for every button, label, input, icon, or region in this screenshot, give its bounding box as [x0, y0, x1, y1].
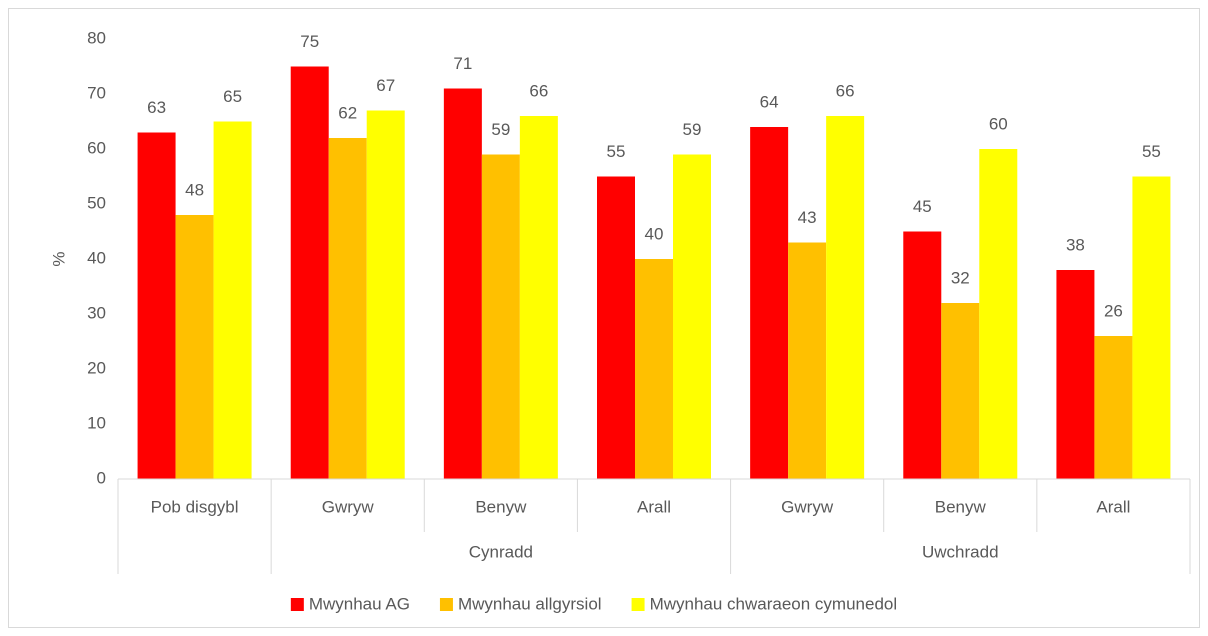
bar — [750, 127, 789, 479]
bar — [213, 121, 252, 479]
group-label: Uwchradd — [922, 542, 999, 561]
x-tick-label: Gwryw — [781, 497, 834, 516]
value-label: 43 — [798, 208, 817, 227]
y-tick-label: 10 — [87, 413, 106, 432]
bar — [1132, 176, 1171, 479]
value-label: 55 — [1142, 142, 1161, 161]
bar — [1056, 270, 1095, 479]
value-label: 67 — [376, 76, 395, 95]
y-axis-label: % — [49, 251, 68, 266]
value-label: 32 — [951, 268, 970, 287]
bar — [175, 215, 214, 479]
value-label: 65 — [223, 87, 242, 106]
value-label: 63 — [147, 98, 166, 117]
y-tick-label: 40 — [87, 248, 106, 267]
value-label: 59 — [491, 120, 510, 139]
bar — [481, 154, 520, 479]
bar — [979, 149, 1018, 479]
bar — [673, 154, 711, 479]
y-tick-label: 50 — [87, 193, 106, 212]
bar — [137, 132, 176, 479]
x-tick-label: Gwryw — [322, 497, 375, 516]
y-tick-label: 60 — [87, 138, 106, 157]
bar — [597, 176, 635, 479]
bar — [328, 138, 367, 479]
legend-swatch — [439, 598, 453, 611]
legend-label: Mwynhau AG — [309, 594, 410, 613]
x-tick-label: Benyw — [935, 497, 987, 516]
legend-swatch — [290, 598, 304, 611]
value-label: 40 — [645, 224, 664, 243]
bar — [941, 303, 980, 479]
bar — [826, 116, 865, 479]
x-tick-label: Benyw — [475, 497, 527, 516]
x-tick-label: Arall — [1096, 497, 1130, 516]
bar — [903, 231, 942, 479]
group-label: Cynradd — [469, 542, 533, 561]
value-label: 48 — [185, 180, 204, 199]
legend-label: Mwynhau allgyrsiol — [458, 594, 602, 613]
bar — [443, 88, 482, 479]
bar — [1094, 336, 1133, 479]
y-tick-label: 70 — [87, 83, 106, 102]
bar — [519, 116, 558, 479]
value-label: 59 — [683, 120, 702, 139]
value-label: 38 — [1066, 235, 1085, 254]
y-tick-label: 30 — [87, 303, 106, 322]
legend-label: Mwynhau chwaraeon cymunedol — [650, 594, 898, 613]
value-label: 60 — [989, 114, 1008, 133]
value-label: 62 — [338, 103, 357, 122]
value-label: 55 — [607, 142, 626, 161]
x-tick-label: Arall — [637, 497, 671, 516]
value-label: 64 — [760, 92, 779, 111]
value-label: 26 — [1104, 301, 1123, 320]
bar — [366, 110, 405, 479]
value-label: 45 — [913, 197, 932, 216]
value-label: 66 — [836, 81, 855, 100]
value-label: 71 — [453, 54, 472, 73]
y-tick-label: 0 — [97, 468, 106, 487]
x-tick-label: Pob disgybl — [151, 497, 239, 516]
legend-swatch — [631, 598, 645, 611]
value-label: 75 — [300, 32, 319, 51]
bar — [290, 66, 329, 479]
value-label: 66 — [529, 81, 548, 100]
y-tick-label: 80 — [87, 28, 106, 47]
y-tick-label: 20 — [87, 358, 106, 377]
bar — [635, 259, 673, 479]
bar — [788, 242, 827, 479]
